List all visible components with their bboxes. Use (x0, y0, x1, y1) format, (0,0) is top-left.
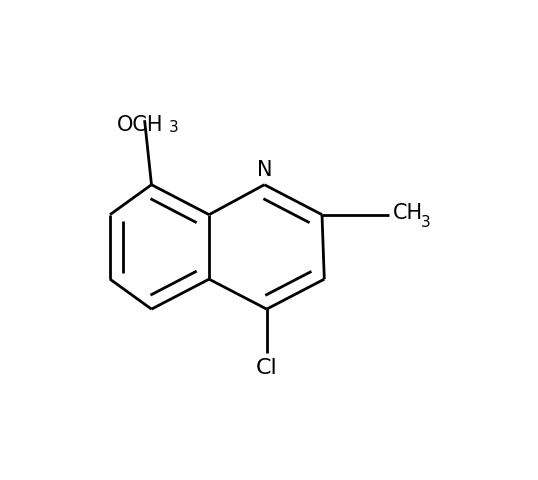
Text: 3: 3 (421, 216, 431, 230)
Text: CH: CH (393, 203, 423, 223)
Text: OCH: OCH (117, 115, 163, 135)
Text: Cl: Cl (256, 359, 278, 378)
Text: 3: 3 (168, 120, 178, 135)
Text: N: N (257, 160, 272, 180)
